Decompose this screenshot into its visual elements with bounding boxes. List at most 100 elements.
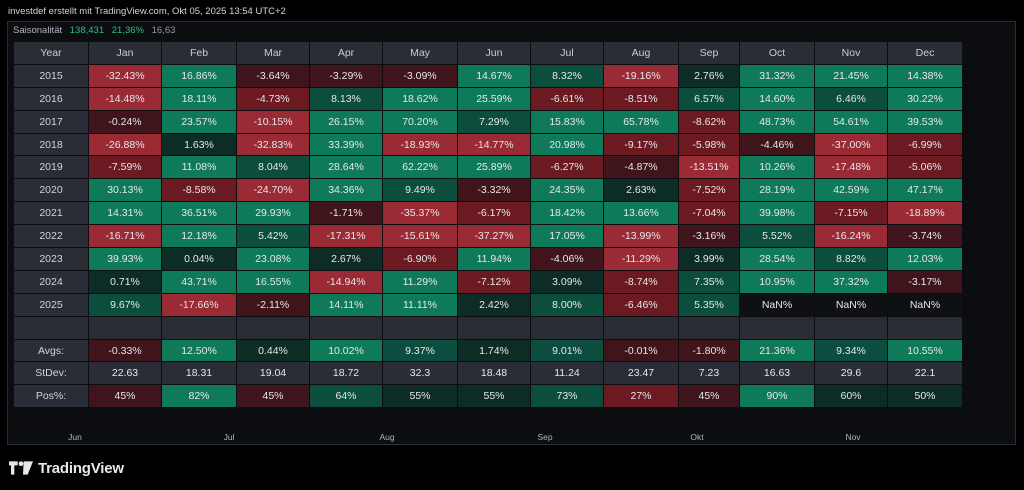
- seasonality-table: Year Jan Feb Mar Apr May Jun Jul Aug Sep Oct Nov Dec…: [13, 41, 963, 409]
- row-label: 2024: [13, 269, 89, 294]
- chart-header-caption: investdef erstellt mit TradingView.com, …: [8, 6, 286, 17]
- table-cell: 3.09%: [530, 269, 604, 294]
- table-row: 2020 30.13% -8.58% -24.70% 34.36% 9.49% -3.32%…: [13, 178, 963, 203]
- table-cell: -6.17%: [457, 201, 531, 226]
- table-cell: 9.67%: [88, 292, 162, 317]
- table-cell: -10.15%: [236, 109, 310, 134]
- column-header-month: Oct: [739, 41, 815, 65]
- row-label: 2015: [13, 63, 89, 88]
- table-cell: -0.33%: [88, 338, 162, 363]
- table-cell: 16.55%: [236, 269, 310, 294]
- table-cell: -3.09%: [382, 63, 458, 88]
- table-cell: -11.29%: [603, 247, 679, 271]
- table-cell: 2.67%: [309, 247, 383, 271]
- table-cell: 11.94%: [457, 247, 531, 271]
- table-cell: 55%: [382, 384, 458, 409]
- table-cell: -3.32%: [457, 178, 531, 203]
- table-cell: -37.27%: [457, 224, 531, 249]
- table-cell: NaN%: [814, 292, 888, 317]
- table-cell: -7.12%: [457, 269, 531, 294]
- table-row: 2018 -26.88% 1.63% -32.83% 33.39% -18.93% -14.…: [13, 132, 963, 157]
- table-cell: 20.98%: [530, 132, 604, 157]
- table-cell: 82%: [161, 384, 237, 409]
- time-axis-label: Nov: [845, 432, 861, 442]
- table-cell: -18.93%: [382, 132, 458, 157]
- table-cell: -0.24%: [88, 109, 162, 134]
- table-cell: 2.76%: [678, 63, 740, 88]
- table-cell: -3.29%: [309, 63, 383, 88]
- table-cell: 34.36%: [309, 178, 383, 203]
- table-cell: 1.63%: [161, 132, 237, 157]
- indicator-name[interactable]: Saisonalität: [13, 25, 63, 36]
- table-cell: 45%: [678, 384, 740, 409]
- time-axis-label: Okt: [690, 432, 704, 442]
- column-header-month: Nov: [814, 41, 888, 65]
- table-cell: -7.52%: [678, 178, 740, 203]
- table-cell: 5.42%: [236, 224, 310, 249]
- table-cell: 28.54%: [739, 247, 815, 271]
- table-cell: -26.88%: [88, 132, 162, 157]
- row-label: 2022: [13, 224, 89, 249]
- table-spacer-row: [13, 315, 963, 340]
- table-cell: -5.06%: [887, 155, 963, 180]
- table-cell: -19.16%: [603, 63, 679, 88]
- table-row: 2021 14.31% 36.51% 29.93% -1.71% -35.37% -6.17…: [13, 201, 963, 226]
- spacer-cell: [739, 315, 815, 340]
- tradingview-logo-icon: [9, 461, 33, 475]
- column-header-year: Year: [13, 41, 89, 65]
- table-cell: 0.44%: [236, 338, 310, 363]
- table-cell: 6.57%: [678, 86, 740, 111]
- table-cell: 7.29%: [457, 109, 531, 134]
- indicator-value-1: 138,431: [69, 25, 105, 36]
- table-cell: 62.22%: [382, 155, 458, 180]
- row-label: 2018: [13, 132, 89, 157]
- table-cell: 55%: [457, 384, 531, 409]
- table-cell: -3.64%: [236, 63, 310, 88]
- table-cell: -6.46%: [603, 292, 679, 317]
- row-label: Avgs:: [13, 338, 89, 363]
- table-cell: 7.23: [678, 361, 740, 386]
- table-cell: 11.08%: [161, 155, 237, 180]
- column-header-month: Feb: [161, 41, 237, 65]
- table-cell: 33.39%: [309, 132, 383, 157]
- table-cell: 42.59%: [814, 178, 888, 203]
- table-cell: 18.42%: [530, 201, 604, 226]
- table-cell: -4.87%: [603, 155, 679, 180]
- table-cell: 64%: [309, 384, 383, 409]
- row-label: Pos%:: [13, 384, 89, 409]
- table-cell: 11.11%: [382, 292, 458, 317]
- table-cell: 24.35%: [530, 178, 604, 203]
- table-cell: 10.95%: [739, 269, 815, 294]
- indicator-legend[interactable]: Saisonalität 138,431 21,36% 16,63: [13, 24, 175, 38]
- time-axis[interactable]: Jun Jul Aug Sep Okt Nov: [0, 432, 1024, 444]
- table-row: 2016 -14.48% 18.11% -4.73% 8.13% 18.62% 25.59%…: [13, 86, 963, 111]
- spacer-cell: [457, 315, 531, 340]
- table-cell: 39.98%: [739, 201, 815, 226]
- column-header-month: Apr: [309, 41, 383, 65]
- column-header-month: Jun: [457, 41, 531, 65]
- table-cell: 30.13%: [88, 178, 162, 203]
- table-cell: NaN%: [887, 292, 963, 317]
- table-cell: 27%: [603, 384, 679, 409]
- row-label: 2019: [13, 155, 89, 180]
- spacer-cell: [13, 315, 89, 340]
- table-cell: -1.80%: [678, 338, 740, 363]
- table-cell: -37.00%: [814, 132, 888, 157]
- table-cell: -3.17%: [887, 269, 963, 294]
- stats-row: Pos%: 45% 82% 45% 64% 55% 55% 73% 27% 45% 90% 60% 50…: [13, 384, 963, 409]
- row-label: 2023: [13, 247, 89, 271]
- table-cell: 23.57%: [161, 109, 237, 134]
- indicator-value-2: 21,36%: [111, 25, 144, 36]
- table-cell: 36.51%: [161, 201, 237, 226]
- table-cell: -6.90%: [382, 247, 458, 271]
- tradingview-brand[interactable]: TradingView: [9, 459, 124, 477]
- table-cell: -7.15%: [814, 201, 888, 226]
- table-cell: -13.99%: [603, 224, 679, 249]
- table-cell: 14.38%: [887, 63, 963, 88]
- table-cell: 60%: [814, 384, 888, 409]
- spacer-cell: [88, 315, 162, 340]
- table-cell: 21.45%: [814, 63, 888, 88]
- column-header-month: Dec: [887, 41, 963, 65]
- table-cell: -3.74%: [887, 224, 963, 249]
- brand-name: TradingView: [38, 459, 124, 477]
